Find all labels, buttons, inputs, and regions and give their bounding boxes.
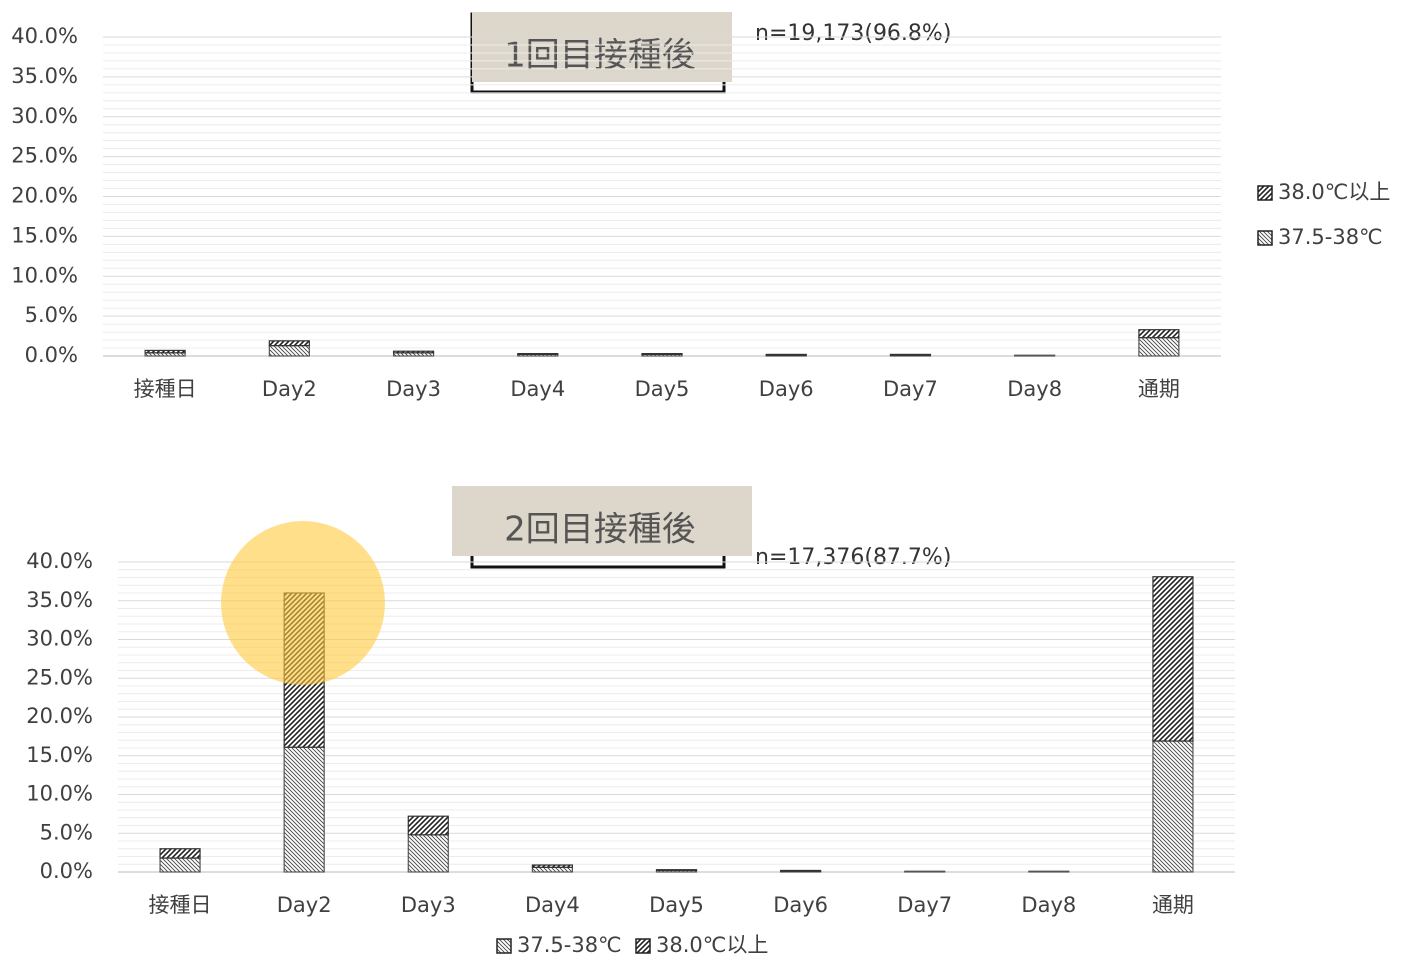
bar-segment — [159, 848, 201, 859]
x-tick-label: 通期 — [1138, 377, 1180, 401]
bar-segment — [655, 869, 698, 872]
bar-segment — [268, 340, 310, 347]
x-tick-label: Day5 — [635, 377, 690, 401]
y-tick-label: 40.0% — [26, 549, 93, 573]
x-tick-label: 接種日 — [149, 893, 212, 917]
bar-segment — [268, 345, 310, 357]
x-tick-label: Day8 — [1007, 377, 1062, 401]
title-box-2 — [452, 486, 752, 569]
y-tick-label: 10.0% — [11, 263, 78, 287]
bar-segment — [531, 864, 573, 868]
bar-segment — [1138, 337, 1180, 357]
y-tick-label: 30.0% — [11, 104, 78, 128]
bar-segment — [1152, 740, 1194, 873]
bar-segment — [407, 815, 449, 836]
y-tick-label: 0.0% — [25, 343, 78, 367]
x-tick-label: Day2 — [277, 893, 332, 917]
plots: 0.0% 5.0% 10.0% 15.0% 20.0% 25.0% 30.0% 35.0% 40… — [11, 24, 1390, 957]
y-tick-label: 25.0% — [26, 665, 93, 689]
x-tick-label: Day2 — [262, 377, 317, 401]
y-tick-label: 30.0% — [26, 627, 93, 651]
x-tick-label: Day3 — [401, 893, 456, 917]
legend-label: 37.5-38℃ — [1278, 225, 1383, 249]
bar-segment — [1138, 329, 1180, 339]
y-tick-label: 20.0% — [11, 184, 78, 208]
bar-segment — [904, 870, 946, 873]
y-tick-label: 5.0% — [40, 820, 93, 844]
x-tick-label: Day4 — [525, 893, 580, 917]
bar-segment — [1014, 354, 1056, 357]
bar-segment — [407, 834, 449, 873]
legend-label: 38.0℃以上 — [656, 933, 768, 957]
legend-swatch — [1257, 185, 1273, 201]
y-tick-label: 35.0% — [26, 588, 93, 612]
y-tick-label: 10.0% — [26, 782, 93, 806]
legend-swatch — [1257, 230, 1273, 246]
y-tick-label: 5.0% — [25, 303, 78, 327]
annotation: n=19,173(96.8%) — [755, 21, 951, 46]
x-tick-label: 通期 — [1152, 893, 1194, 917]
y-tick-label: 20.0% — [26, 704, 93, 728]
x-tick-label: Day3 — [386, 377, 441, 401]
x-tick-label: Day7 — [897, 893, 952, 917]
bar-segment — [531, 866, 573, 873]
legend-label: 38.0℃以上 — [1278, 180, 1390, 204]
x-tick-label: Day7 — [883, 377, 938, 401]
title-box-1 — [470, 12, 732, 94]
legend-label: 37.5-38℃ — [517, 933, 622, 957]
bar-segment — [1152, 576, 1194, 742]
y-tick-label: 40.0% — [11, 24, 78, 48]
y-tick-label: 25.0% — [11, 144, 78, 168]
legend-swatch — [635, 938, 651, 954]
bar-segment — [159, 857, 201, 873]
bar-segment — [392, 350, 435, 354]
x-tick-label: Day8 — [1021, 893, 1076, 917]
chart-title: 2回目接種後 — [504, 510, 696, 550]
x-tick-label: 接種日 — [134, 377, 197, 401]
bar-segment — [144, 349, 186, 354]
y-tick-label: 15.0% — [11, 223, 78, 247]
x-tick-label: Day4 — [510, 377, 565, 401]
y-tick-label: 15.0% — [26, 743, 93, 767]
bar-segment — [780, 869, 822, 872]
highlight — [221, 521, 385, 685]
x-tick-label: Day6 — [773, 893, 828, 917]
bar-segment — [517, 353, 559, 356]
bar-segment — [889, 353, 932, 356]
y-tick-label: 35.0% — [11, 64, 78, 88]
annotation: n=17,376(87.7%) — [755, 545, 951, 570]
legend-swatch — [496, 938, 512, 954]
x-tick-label: Day6 — [759, 377, 814, 401]
bar-segment — [641, 353, 683, 356]
x-tick-label: Day5 — [649, 893, 704, 917]
bar-segment — [283, 746, 325, 873]
bar-segment — [1028, 870, 1070, 873]
y-tick-label: 0.0% — [40, 859, 93, 883]
chart-title: 1回目接種後 — [504, 36, 696, 76]
bar-segment — [765, 353, 807, 356]
